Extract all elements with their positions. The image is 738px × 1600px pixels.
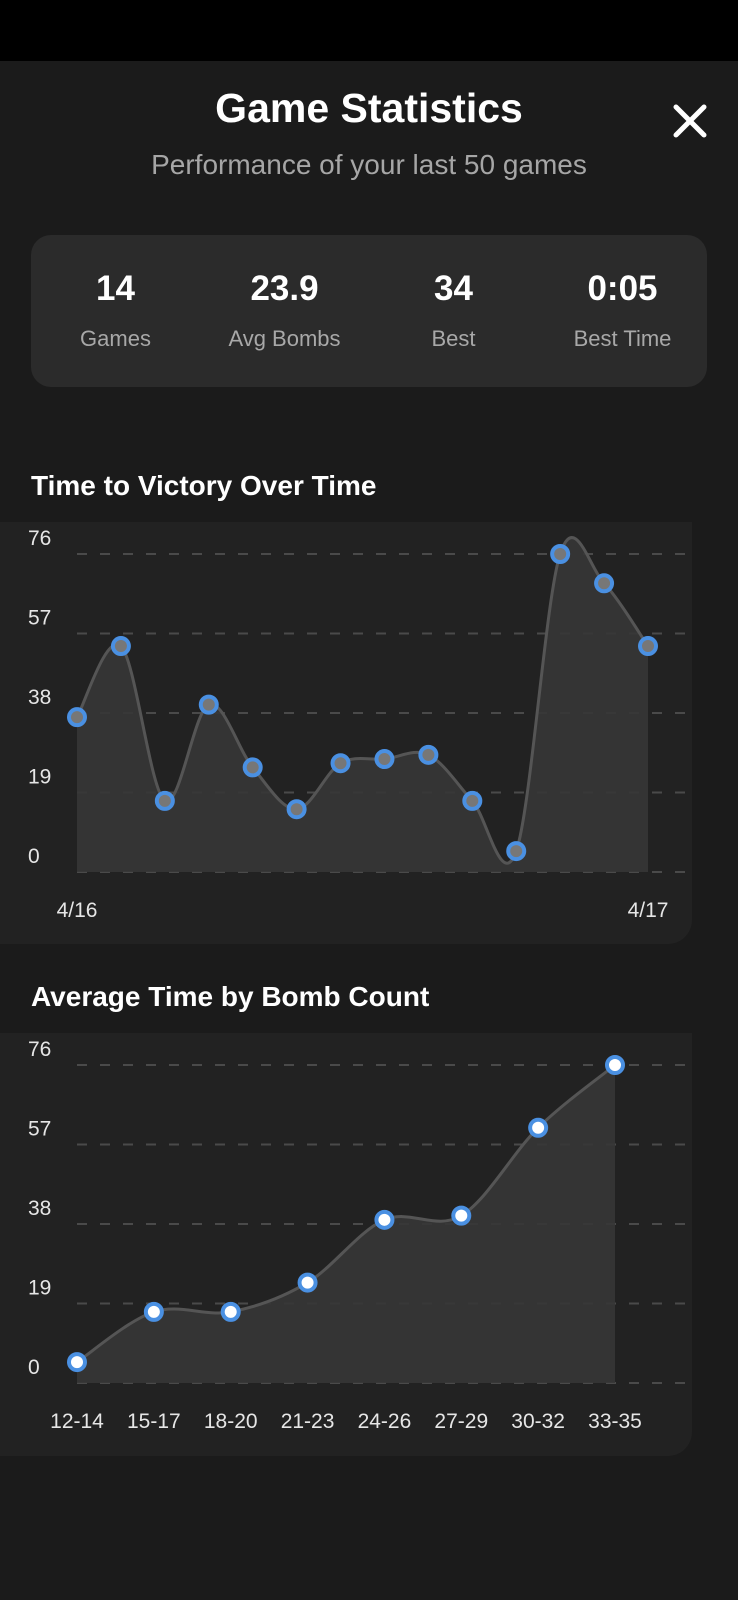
data-point [110,636,131,657]
y-tick-label: 38 [28,686,51,709]
x-tick-label: 15-17 [127,1410,181,1433]
y-tick-label: 0 [28,1356,40,1379]
x-tick-label: 27-29 [434,1410,488,1433]
data-point [143,1301,164,1322]
data-point [550,544,571,564]
data-point [462,790,483,811]
data-point [506,841,527,862]
stat-label: Games [80,325,151,351]
data-point [374,749,395,770]
x-tick-label: 4/16 [57,899,98,922]
data-point [418,744,439,765]
stat-avg-bombs: 23.9 Avg Bombs [200,271,369,352]
data-point [242,757,263,778]
data-point [330,753,351,774]
stat-value: 23.9 [250,268,319,308]
data-point [154,790,175,811]
stat-label: Best Time [573,325,672,351]
stat-best: 34 Best [369,271,538,352]
data-point [297,1272,318,1293]
status-bar [0,0,738,61]
stat-value: 14 [96,268,135,308]
x-tick-label: 33-35 [588,1410,642,1433]
stat-value: 34 [434,268,473,308]
data-point [67,707,87,728]
stat-value: 0:05 [587,268,658,308]
victory-time-chart: 0 19 38 57 76 4/16 4/17 [28,527,692,922]
stats-summary-card: 14 Games 23.9 Avg Bombs 34 Best 0:05 Bes… [31,235,707,387]
close-button[interactable] [664,95,716,147]
data-point [198,694,219,715]
y-tick-label: 57 [28,1118,51,1141]
y-tick-label: 0 [28,845,40,868]
x-tick-label: 18-20 [204,1410,258,1433]
bomb-count-chart: 0 19 38 57 76 12-14 15-17 18-20 21-23 24-26 27-29 3… [28,1038,692,1433]
bomb-chart-panel: 0 19 38 57 76 12-14 15-17 18-20 21-23 24-26 27-29 3… [0,1033,692,1456]
x-tick-label: 30-32 [511,1410,565,1433]
y-tick-label: 76 [28,1038,51,1061]
stat-games: 14 Games [31,271,200,352]
bomb-chart-title: Average Time by Bomb Count [31,981,430,1012]
page-title: Game Statistics [215,85,523,131]
data-point [605,1055,625,1075]
data-point [67,1352,87,1373]
stat-label: Best [431,325,476,351]
y-tick-label: 19 [28,1277,51,1300]
area-fill [77,537,648,872]
victory-chart-panel: 0 19 38 57 76 4/16 4/17 [0,522,692,944]
page-subtitle: Performance of your last 50 games [151,149,587,180]
area-fill [77,1065,615,1383]
y-tick-label: 76 [28,527,51,550]
x-tick-label: 21-23 [281,1410,335,1433]
data-point [374,1209,395,1230]
y-tick-label: 19 [28,766,51,789]
header: Game Statistics Performance of your last… [0,61,738,211]
data-point [594,573,615,594]
data-point [528,1117,549,1138]
data-point [220,1301,241,1322]
x-tick-label: 12-14 [50,1410,104,1433]
stat-best-time: 0:05 Best Time [538,271,707,352]
x-tick-label: 4/17 [628,899,669,922]
data-point [638,636,658,657]
stat-label: Avg Bombs [228,325,341,351]
series-line [76,1063,616,1364]
x-tick-label: 24-26 [358,1410,412,1433]
data-point [286,799,307,820]
victory-chart-title: Time to Victory Over Time [31,470,377,501]
y-tick-label: 57 [28,607,51,630]
close-icon [673,104,707,138]
data-point [451,1205,472,1226]
y-tick-label: 38 [28,1197,51,1220]
